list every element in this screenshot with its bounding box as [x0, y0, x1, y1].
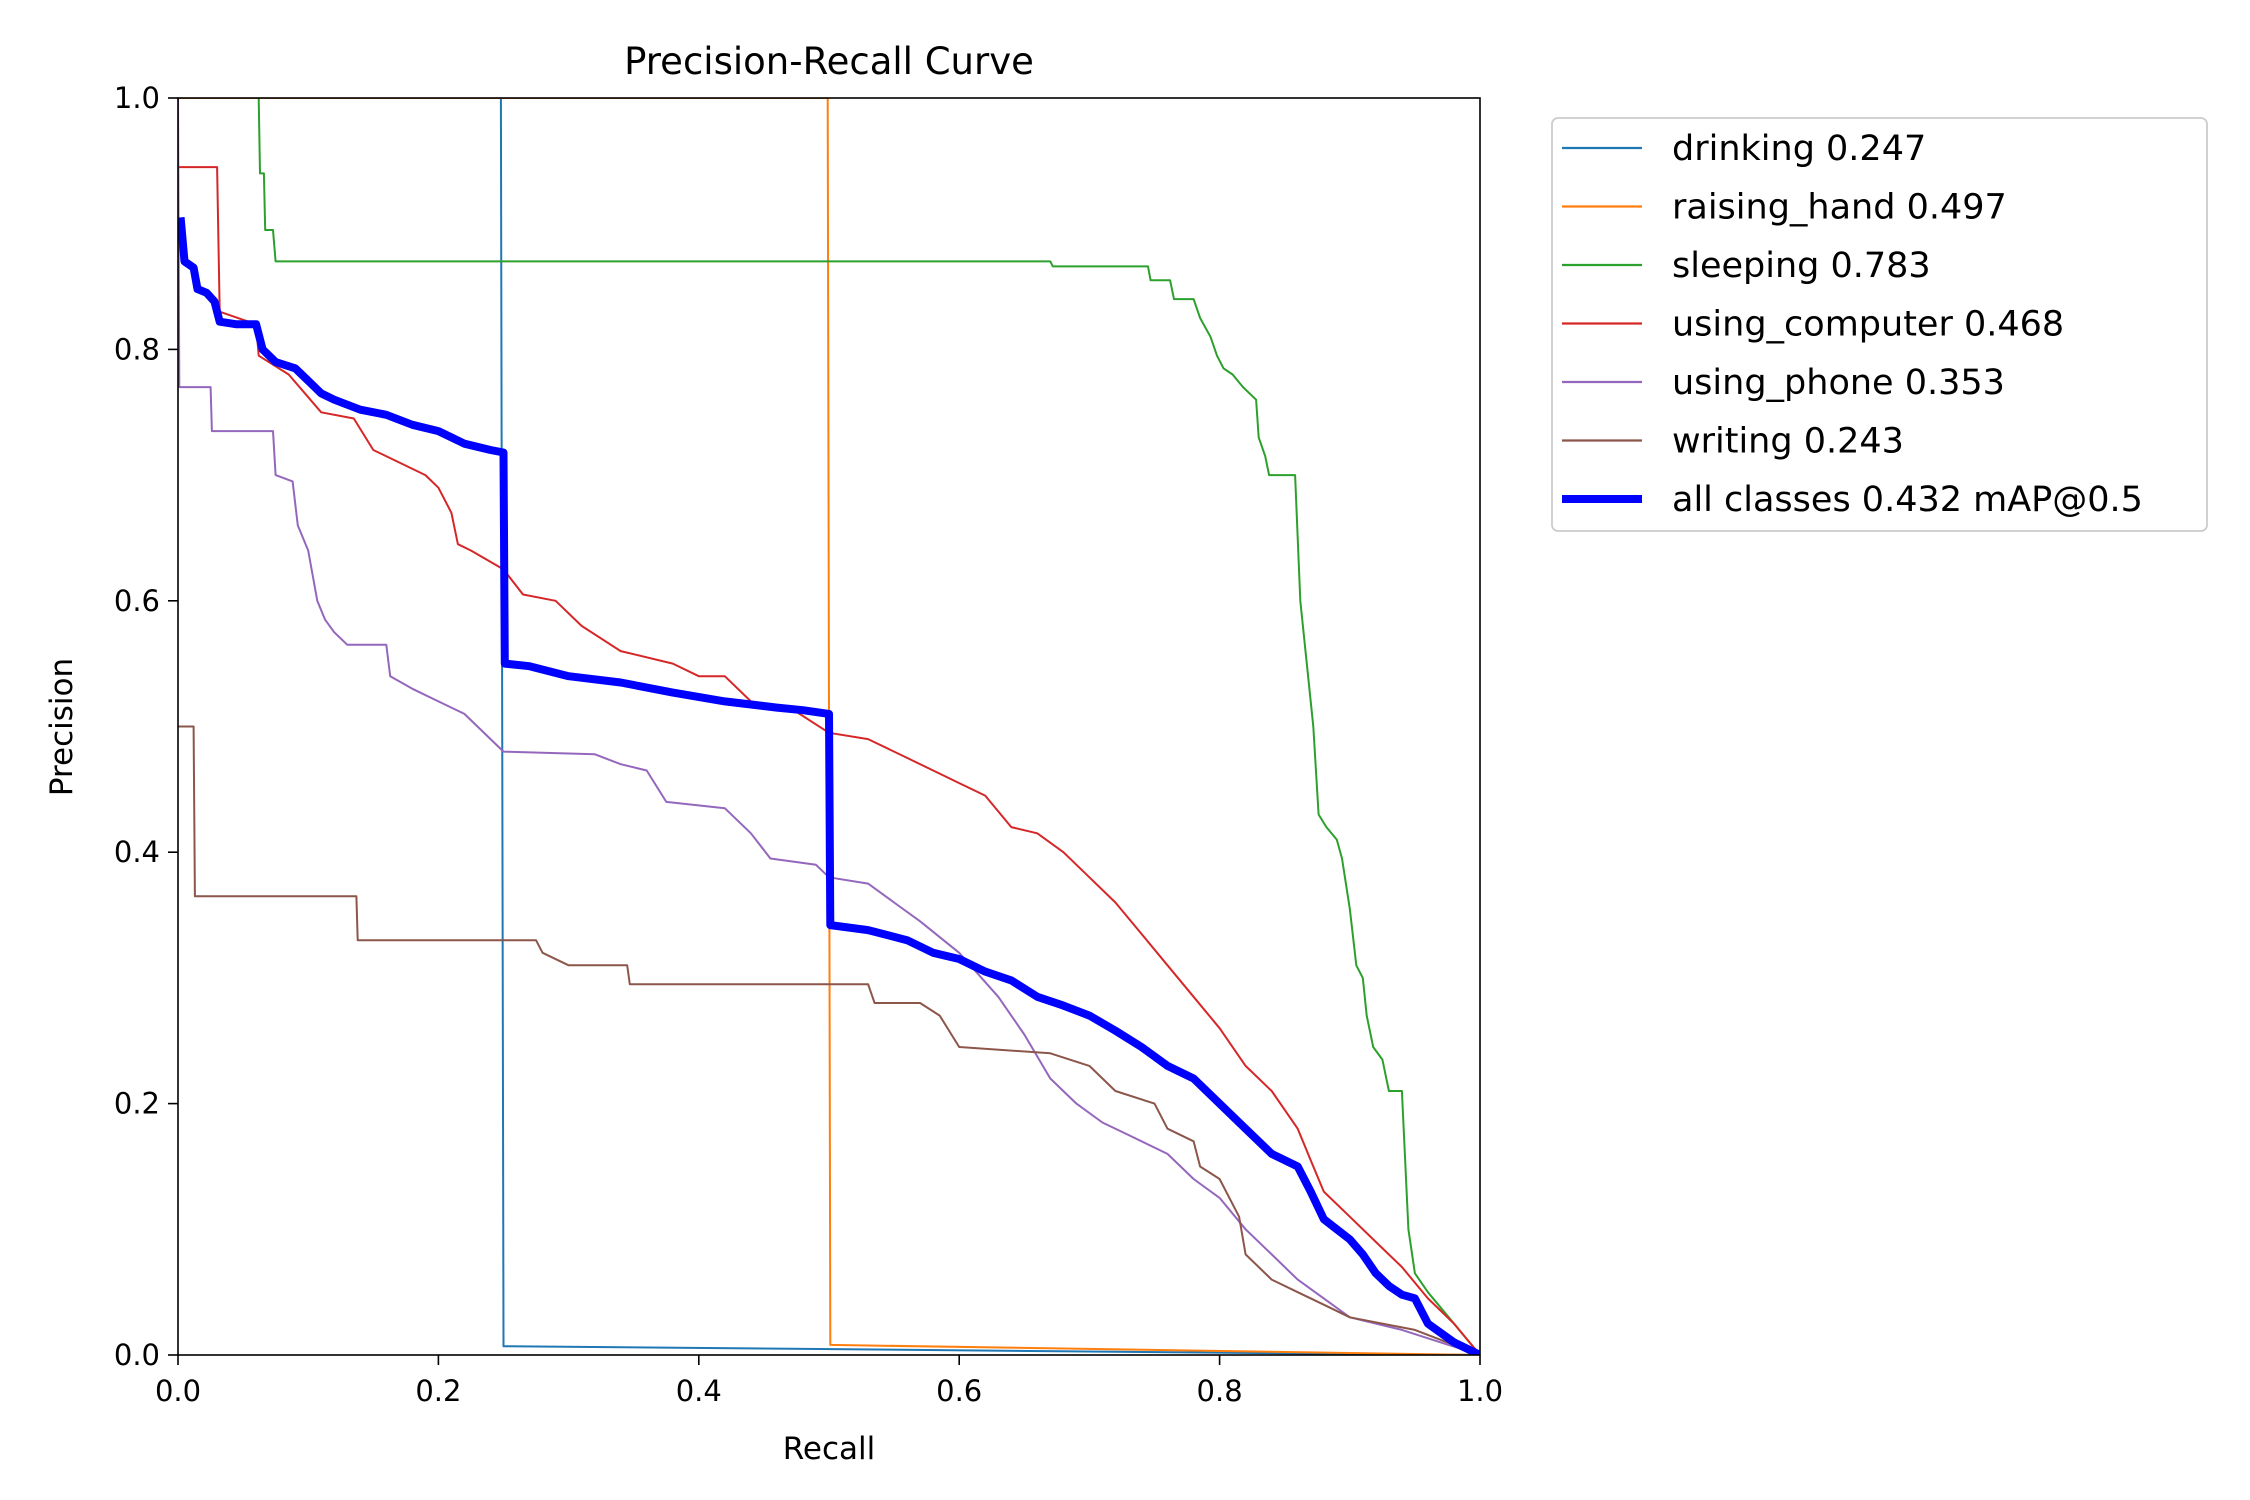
legend-frame [1551, 117, 2208, 532]
legend-label-using-computer: using_computer 0.468 [1672, 305, 2064, 345]
x-tick-label: 0.0 [155, 1374, 201, 1408]
x-tick-label: 0.2 [415, 1374, 461, 1408]
x-tick-label: 0.8 [1197, 1374, 1243, 1408]
y-tick-label: 0.4 [114, 835, 160, 869]
legend-label-drinking: drinking 0.247 [1672, 129, 1926, 169]
x-tick-label: 1.0 [1457, 1374, 1503, 1408]
legend: drinking 0.247 raising_hand 0.497 sleeping… [1551, 117, 2208, 532]
legend-label-using-phone: using_phone 0.353 [1672, 363, 2005, 403]
x-tick-label: 0.4 [676, 1374, 722, 1408]
x-tick-label: 0.6 [936, 1374, 982, 1408]
series-line-writing [178, 725, 1480, 1355]
plot-frame [177, 97, 1481, 1356]
legend-label-writing: writing 0.243 [1672, 422, 1904, 462]
legend-label-raising-hand: raising_hand 0.497 [1672, 188, 2007, 228]
y-tick-label: 1.0 [114, 81, 160, 115]
x-axis-label: Recall [783, 1431, 876, 1467]
legend-label-sleeping: sleeping 0.783 [1672, 246, 1931, 286]
series-line-using-phone [178, 98, 1480, 1355]
y-tick-label: 0.0 [114, 1338, 160, 1372]
x-axis: 0.0 0.2 0.4 0.6 0.8 1.0 [155, 1355, 1503, 1408]
y-tick-label: 0.6 [114, 584, 160, 618]
chart-title: Precision-Recall Curve [624, 40, 1034, 83]
series-line-all-all [178, 217, 1480, 1355]
y-axis: 0.0 0.2 0.4 0.6 0.8 1.0 [114, 81, 178, 1372]
y-tick-label: 0.2 [114, 1087, 160, 1121]
y-axis-label: Precision [44, 658, 80, 796]
series-line-sleeping [257, 98, 1480, 1355]
legend-label-all: all classes 0.432 mAP@0.5 [1672, 480, 2143, 520]
series-line-drinking [178, 98, 1480, 1355]
series-layer [178, 98, 1480, 1355]
y-tick-label: 0.8 [114, 332, 160, 366]
